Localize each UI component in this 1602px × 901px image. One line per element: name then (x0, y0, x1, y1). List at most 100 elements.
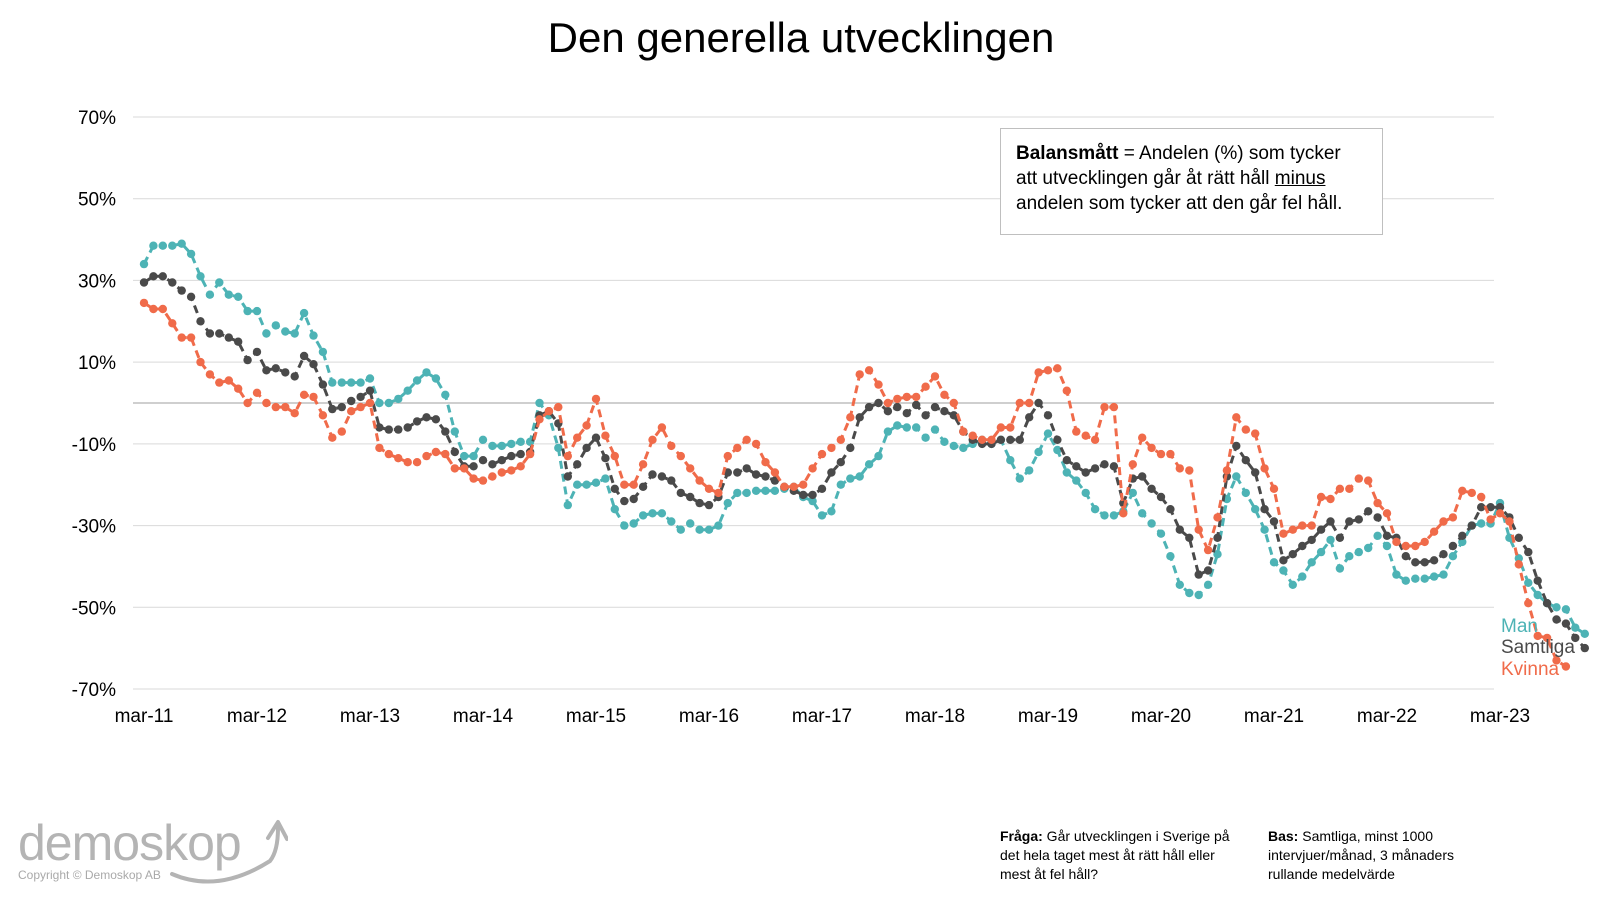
data-point (177, 333, 186, 342)
data-point (299, 308, 309, 318)
data-point (1138, 433, 1147, 442)
data-point (309, 392, 318, 402)
data-point (1128, 460, 1138, 469)
data-point (940, 437, 949, 446)
data-point (168, 319, 177, 328)
data-point (817, 449, 827, 459)
data-point (450, 427, 459, 436)
data-point (158, 304, 167, 314)
data-point (271, 321, 280, 330)
data-point (864, 460, 874, 469)
data-point (1053, 435, 1062, 444)
data-point (864, 402, 874, 412)
series-line (142, 242, 1586, 636)
data-point (1062, 456, 1072, 465)
data-point (478, 456, 488, 465)
data-point (507, 439, 516, 449)
data-point (836, 480, 845, 489)
data-point (1260, 505, 1269, 514)
x-tick-label: mar-14 (453, 706, 514, 727)
data-point (243, 355, 252, 365)
data-point (1090, 505, 1100, 514)
data-point (667, 441, 676, 451)
data-point (601, 474, 610, 483)
series-samtliga (139, 272, 1590, 653)
data-point (921, 411, 930, 420)
data-point (714, 521, 723, 530)
data-point (620, 480, 629, 489)
data-point (1298, 572, 1307, 581)
data-point (1552, 656, 1561, 665)
data-point (770, 468, 780, 477)
data-point (1524, 578, 1533, 587)
data-point (648, 470, 657, 479)
data-point (478, 435, 488, 444)
data-point (610, 451, 619, 461)
data-point (573, 480, 582, 489)
data-point (1175, 464, 1185, 473)
data-point (573, 460, 582, 469)
data-point (1100, 460, 1109, 469)
data-point (742, 464, 751, 473)
data-point (1335, 533, 1345, 542)
data-point (1043, 429, 1053, 438)
data-point (1364, 543, 1373, 553)
data-point (431, 415, 441, 424)
data-point (686, 464, 695, 473)
data-point (959, 427, 968, 436)
data-point (601, 454, 610, 463)
y-tick-label: 10% (78, 353, 116, 374)
data-point (629, 494, 638, 504)
data-point (1128, 488, 1138, 498)
data-point (281, 402, 290, 412)
data-point (1081, 431, 1090, 440)
data-point (930, 402, 940, 412)
data-point (356, 392, 365, 402)
data-point (394, 454, 403, 463)
data-point (1025, 466, 1034, 475)
data-point (704, 500, 714, 510)
data-point (1213, 550, 1222, 559)
data-point (149, 304, 158, 314)
data-point (1034, 447, 1043, 457)
data-point (205, 329, 215, 338)
data-point (375, 423, 384, 432)
data-point (827, 507, 836, 516)
data-point (337, 402, 346, 412)
data-point (186, 333, 196, 342)
data-point (1147, 519, 1156, 528)
data-point (243, 398, 252, 408)
data-point (733, 488, 742, 498)
data-point (186, 249, 196, 259)
data-point (1072, 476, 1081, 485)
data-point (1392, 570, 1401, 579)
data-point (1495, 503, 1505, 512)
data-point (912, 423, 921, 432)
data-point (1298, 521, 1307, 530)
data-point (808, 490, 817, 500)
data-point (582, 421, 591, 430)
data-point (573, 433, 582, 442)
data-point (949, 411, 958, 420)
data-point (1373, 513, 1382, 522)
data-point (1081, 488, 1090, 498)
data-point (667, 517, 676, 526)
data-point (874, 451, 883, 461)
data-point (723, 451, 732, 461)
data-point (1373, 498, 1382, 508)
data-point (139, 278, 149, 287)
data-point (638, 511, 648, 520)
data-point (384, 398, 393, 408)
data-point (460, 451, 469, 461)
data-point (441, 390, 450, 399)
data-point (949, 441, 958, 451)
series-lines (139, 239, 1590, 671)
data-point (1203, 580, 1213, 589)
data-point (516, 437, 525, 446)
data-point (1571, 623, 1580, 632)
data-point (1090, 435, 1100, 444)
data-point (1335, 484, 1345, 493)
data-point (1411, 558, 1420, 567)
data-point (610, 505, 619, 514)
